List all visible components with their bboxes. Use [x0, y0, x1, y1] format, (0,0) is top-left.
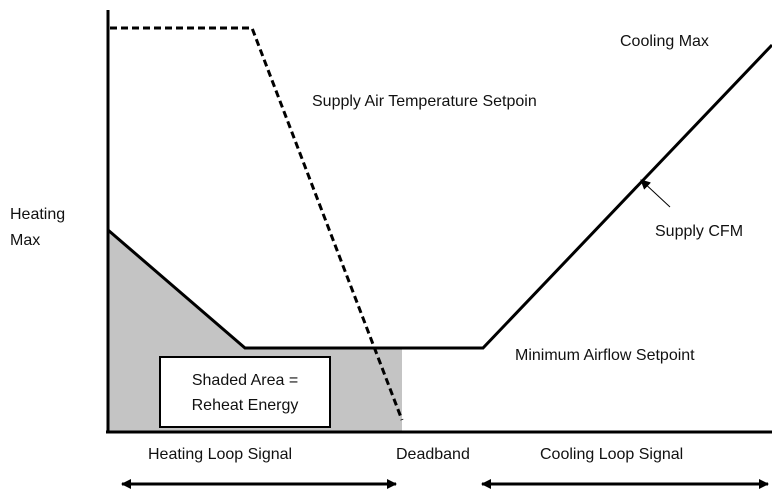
curve-label: Supply CFM — [655, 223, 743, 240]
supply-cfm-line — [107, 43, 772, 350]
shaded-box — [159, 356, 331, 428]
region-label: Cooling Loop Signal — [540, 446, 683, 463]
curve-label: Heating — [10, 206, 65, 223]
pointer-arrow — [640, 179, 671, 208]
curve-label: Max — [10, 232, 40, 249]
curve-label: Supply Air Temperature Setpoin — [312, 93, 537, 110]
box-text: Reheat Energy — [192, 397, 299, 414]
box-text: Shaded Area = — [192, 372, 298, 389]
region-label: Deadband — [396, 446, 470, 463]
supply-air-temp-line — [110, 26, 404, 421]
region-label: Heating Loop Signal — [148, 446, 292, 463]
curve-label: Minimum Airflow Setpoint — [515, 347, 695, 364]
curve-label: Cooling Max — [620, 33, 709, 50]
